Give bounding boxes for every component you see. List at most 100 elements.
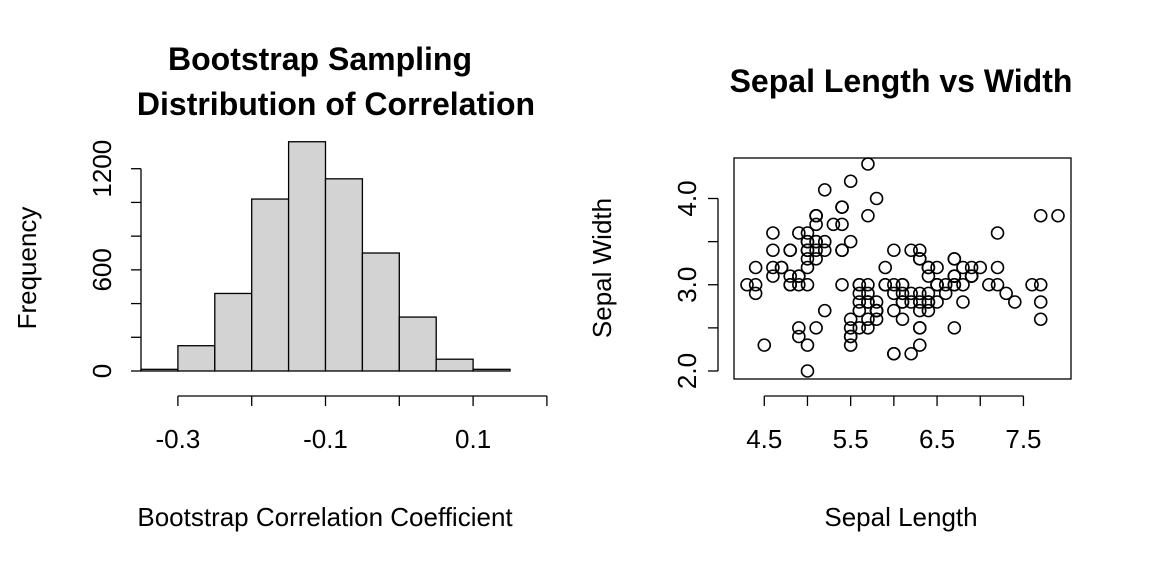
scatter-point	[766, 269, 780, 283]
scatter-point	[912, 286, 927, 301]
scatter-point	[1033, 208, 1048, 223]
scatter-point	[861, 312, 875, 327]
scatter-point	[990, 226, 1005, 240]
scatter-point	[817, 183, 832, 197]
scatter-point	[800, 234, 815, 249]
scatter-point	[887, 346, 901, 361]
scatter-point	[792, 226, 806, 240]
scatter-point	[852, 277, 867, 292]
histogram-x-tick-label: 0.1	[455, 424, 491, 454]
scatter-point	[904, 295, 918, 309]
scatter-point	[748, 260, 763, 275]
scatter-point	[817, 234, 832, 249]
scatter-point	[904, 286, 918, 301]
histogram-bar	[177, 345, 216, 372]
scatter-x-tick-label: 7.5	[1005, 424, 1041, 454]
histogram-x-tick-label: -0.3	[155, 424, 200, 454]
scatter-point	[757, 338, 772, 352]
histogram-x-axis-label: Bootstrap Correlation Coefficient	[137, 502, 513, 532]
scatter-point	[921, 286, 936, 301]
histogram-title-line-2: Distribution of Correlation	[137, 86, 535, 122]
scatter-point	[964, 269, 979, 283]
scatter-point	[956, 277, 970, 292]
scatter-point	[861, 286, 875, 301]
scatter-point	[1008, 295, 1022, 309]
scatter-point	[956, 260, 970, 275]
scatter-y-axis-label: Sepal Width	[587, 198, 617, 338]
scatter-panel: Sepal Length vs Width Sepal Length Sepal…	[587, 63, 1072, 532]
scatter-point	[947, 269, 962, 283]
scatter-point	[930, 295, 944, 309]
scatter-point	[852, 295, 867, 309]
scatter-plot-box	[733, 157, 1072, 380]
scatter-point	[843, 329, 858, 344]
scatter-point	[809, 234, 823, 249]
histogram-bar	[435, 358, 474, 372]
scatter-point	[895, 312, 910, 327]
scatter-point	[800, 252, 815, 266]
scatter-point	[921, 303, 936, 318]
scatter-point	[809, 208, 823, 223]
scatter-point	[748, 286, 763, 301]
scatter-point	[947, 321, 962, 335]
scatter-point	[999, 286, 1013, 301]
scatter-point	[766, 243, 780, 258]
scatter-point	[912, 321, 927, 335]
scatter-point	[835, 277, 849, 292]
scatter-point	[843, 312, 858, 327]
scatter-point	[887, 243, 901, 258]
scatter-point	[895, 277, 910, 292]
histogram-bars	[140, 141, 511, 372]
scatter-point	[1033, 312, 1048, 327]
scatter-point	[1033, 277, 1048, 292]
histogram-x-tick-label: -0.1	[303, 424, 348, 454]
scatter-x-axis-label: Sepal Length	[824, 502, 977, 532]
histogram-y-tick-label: 600	[87, 248, 117, 291]
scatter-point	[783, 277, 797, 292]
scatter-point	[1025, 277, 1039, 292]
scatter-point	[869, 312, 884, 327]
scatter-point	[869, 295, 884, 309]
scatter-y-tick-label: 4.0	[672, 180, 702, 216]
scatter-point	[973, 260, 988, 275]
scatter-point	[817, 243, 832, 258]
scatter-point	[835, 200, 849, 214]
scatter-x-axis: 4.5 5.5 6.5 7.5	[746, 395, 1042, 454]
scatter-point	[912, 338, 927, 352]
scatter-points	[740, 157, 1065, 378]
scatter-point	[878, 277, 893, 292]
scatter-point	[912, 252, 927, 266]
histogram-y-axis: 0 600 1200	[87, 140, 142, 378]
histogram-title-line-1: Bootstrap Sampling	[168, 41, 472, 77]
scatter-point	[895, 295, 910, 309]
scatter-point	[912, 243, 927, 258]
histogram-bar	[324, 178, 364, 372]
scatter-point	[800, 277, 815, 292]
scatter-point	[792, 269, 806, 283]
scatter-point	[930, 277, 944, 292]
histogram-x-axis: -0.3 -0.1 0.1	[155, 395, 548, 454]
scatter-point	[843, 321, 858, 335]
scatter-point	[861, 321, 875, 335]
scatter-point	[904, 243, 918, 258]
scatter-point	[800, 226, 815, 240]
scatter-point	[783, 243, 797, 258]
histogram-bar	[361, 252, 400, 372]
scatter-point	[792, 277, 806, 292]
scatter-point	[835, 243, 849, 258]
histogram-y-tick-label: 0	[87, 364, 117, 378]
scatter-point	[938, 286, 953, 301]
scatter-point	[921, 269, 936, 283]
scatter-point	[869, 303, 884, 318]
histogram-panel: Bootstrap Sampling Distribution of Corre…	[12, 41, 548, 532]
scatter-point	[800, 364, 815, 378]
scatter-point	[938, 277, 953, 292]
scatter-point	[990, 260, 1005, 275]
scatter-point	[982, 277, 996, 292]
scatter-point	[835, 217, 849, 232]
scatter-point	[947, 277, 962, 292]
scatter-y-tick-label: 2.0	[672, 353, 702, 389]
scatter-point	[912, 303, 927, 318]
scatter-point	[861, 208, 875, 223]
